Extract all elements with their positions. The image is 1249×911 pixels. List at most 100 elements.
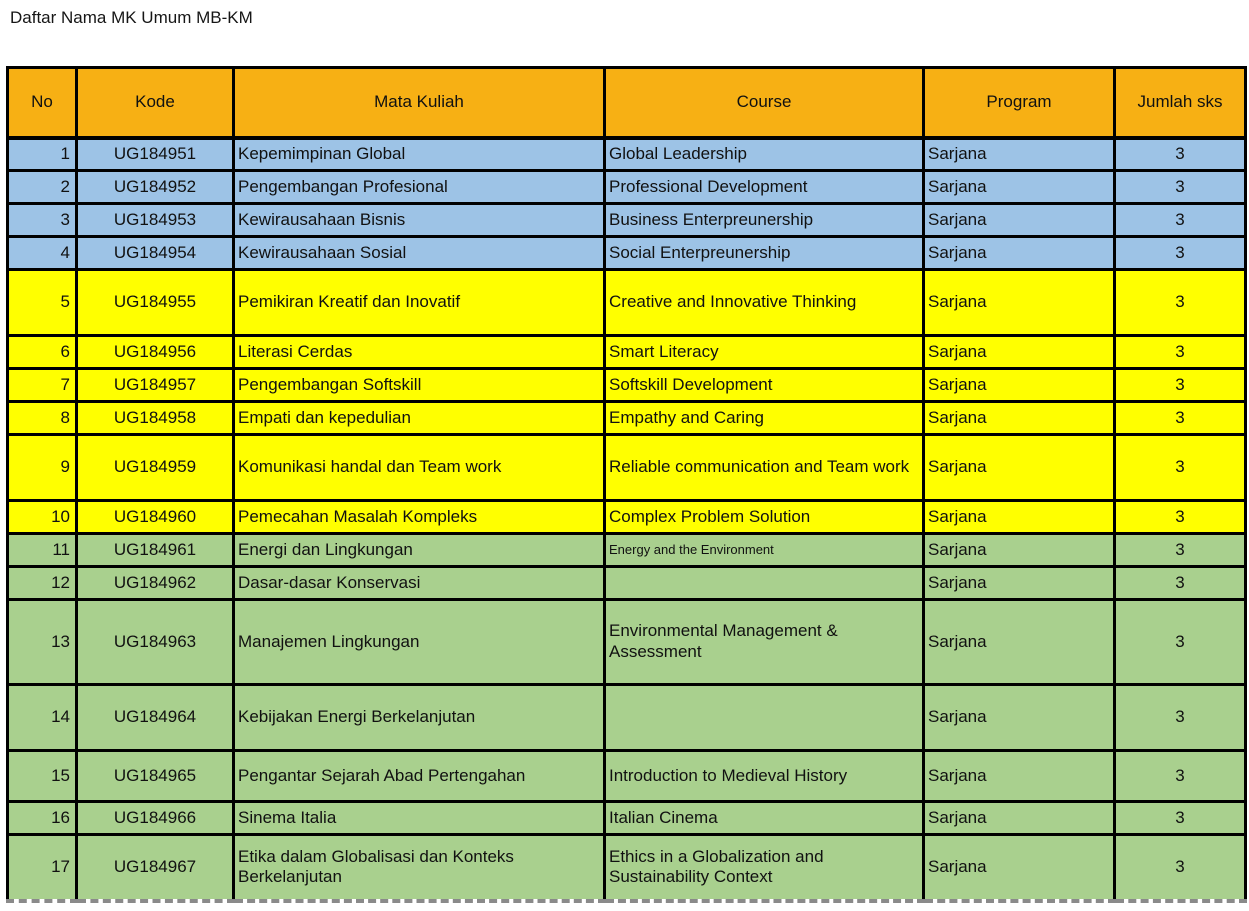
cell-sks: 3 bbox=[1113, 136, 1247, 172]
table-row: 15 UG184965 Pengantar Sejarah Abad Perteng… bbox=[6, 749, 1247, 803]
cell-sks: 3 bbox=[1113, 235, 1247, 271]
table-row: 5 UG184955 Pemikiran Kreatif dan Inovatif C… bbox=[6, 268, 1247, 337]
cell-no: 12 bbox=[6, 565, 78, 601]
cell-no: 4 bbox=[6, 235, 78, 271]
table-row: 1 UG184951 Kepemimpinan Global Global Leade… bbox=[6, 136, 1247, 172]
table-row: 8 UG184958 Empati dan kepedulian Empathy an… bbox=[6, 400, 1247, 436]
table-body: 1 UG184951 Kepemimpinan Global Global Leade… bbox=[6, 136, 1247, 903]
cell-program: Sarjana bbox=[922, 235, 1116, 271]
cell-kode: UG184960 bbox=[75, 499, 235, 535]
cell-kode: UG184953 bbox=[75, 202, 235, 238]
cell-no: 7 bbox=[6, 367, 78, 403]
cell-kode: UG184954 bbox=[75, 235, 235, 271]
cell-program: Sarjana bbox=[922, 683, 1116, 752]
cell-sks: 3 bbox=[1113, 202, 1247, 238]
cell-sks: 3 bbox=[1113, 367, 1247, 403]
table-row: 17 UG184967 Etika dalam Globalisasi dan Ko… bbox=[6, 833, 1247, 903]
cell-sks: 3 bbox=[1113, 268, 1247, 337]
cell-course: Smart Literacy bbox=[603, 334, 925, 370]
column-header-jumlah-sks: Jumlah sks bbox=[1113, 66, 1247, 140]
cell-kode: UG184963 bbox=[75, 598, 235, 686]
cell-course bbox=[603, 565, 925, 601]
cell-program: Sarjana bbox=[922, 598, 1116, 686]
cell-sks: 3 bbox=[1113, 565, 1247, 601]
cell-kode: UG184959 bbox=[75, 433, 235, 502]
table-row: 12 UG184962 Dasar-dasar Konservasi Sarjana 3 bbox=[6, 565, 1247, 601]
cell-sks: 3 bbox=[1113, 683, 1247, 752]
table-row: 14 UG184964 Kebijakan Energi Berkelanjutan… bbox=[6, 683, 1247, 752]
cell-course: Empathy and Caring bbox=[603, 400, 925, 436]
cell-no: 14 bbox=[6, 683, 78, 752]
cell-sks: 3 bbox=[1113, 499, 1247, 535]
cell-course: Professional Development bbox=[603, 169, 925, 205]
cell-no: 16 bbox=[6, 800, 78, 836]
cell-no: 3 bbox=[6, 202, 78, 238]
cell-mata-kuliah: Empati dan kepedulian bbox=[232, 400, 606, 436]
cell-mata-kuliah: Etika dalam Globalisasi dan Konteks Berk… bbox=[232, 833, 606, 903]
cell-kode: UG184951 bbox=[75, 136, 235, 172]
cell-program: Sarjana bbox=[922, 169, 1116, 205]
cell-course: Business Enterpreunership bbox=[603, 202, 925, 238]
column-header-no: No bbox=[6, 66, 78, 140]
cell-no: 11 bbox=[6, 532, 78, 568]
cell-sks: 3 bbox=[1113, 334, 1247, 370]
cell-program: Sarjana bbox=[922, 565, 1116, 601]
cell-kode: UG184965 bbox=[75, 749, 235, 803]
table-row: 7 UG184957 Pengembangan Softskill Softskill… bbox=[6, 367, 1247, 403]
cell-course: Softskill Development bbox=[603, 367, 925, 403]
cell-sks: 3 bbox=[1113, 532, 1247, 568]
cell-mata-kuliah: Dasar-dasar Konservasi bbox=[232, 565, 606, 601]
table-header: No Kode Mata Kuliah Course Program Jumla… bbox=[6, 66, 1247, 140]
cell-mata-kuliah: Manajemen Lingkungan bbox=[232, 598, 606, 686]
cell-sks: 3 bbox=[1113, 169, 1247, 205]
cell-mata-kuliah: Kebijakan Energi Berkelanjutan bbox=[232, 683, 606, 752]
cell-mata-kuliah: Pemecahan Masalah Kompleks bbox=[232, 499, 606, 535]
cell-program: Sarjana bbox=[922, 499, 1116, 535]
cell-program: Sarjana bbox=[922, 136, 1116, 172]
cell-course: Introduction to Medieval History bbox=[603, 749, 925, 803]
cell-no: 17 bbox=[6, 833, 78, 903]
cell-kode: UG184958 bbox=[75, 400, 235, 436]
cell-kode: UG184961 bbox=[75, 532, 235, 568]
cell-kode: UG184962 bbox=[75, 565, 235, 601]
cell-program: Sarjana bbox=[922, 400, 1116, 436]
header-row: No Kode Mata Kuliah Course Program Jumla… bbox=[6, 66, 1247, 140]
cell-program: Sarjana bbox=[922, 433, 1116, 502]
course-table: No Kode Mata Kuliah Course Program Jumla… bbox=[6, 66, 1247, 903]
cell-mata-kuliah: Pemikiran Kreatif dan Inovatif bbox=[232, 268, 606, 337]
cell-course bbox=[603, 683, 925, 752]
cell-sks: 3 bbox=[1113, 433, 1247, 502]
cell-course: Italian Cinema bbox=[603, 800, 925, 836]
cell-course: Complex Problem Solution bbox=[603, 499, 925, 535]
page-title: Daftar Nama MK Umum MB-KM bbox=[10, 8, 253, 27]
table-row: 13 UG184963 Manajemen Lingkungan Environmen… bbox=[6, 598, 1247, 686]
cell-mata-kuliah: Kepemimpinan Global bbox=[232, 136, 606, 172]
cell-no: 15 bbox=[6, 749, 78, 803]
cell-course: Creative and Innovative Thinking bbox=[603, 268, 925, 337]
column-header-kode: Kode bbox=[75, 66, 235, 140]
cell-mata-kuliah: Pengembangan Profesional bbox=[232, 169, 606, 205]
cell-no: 8 bbox=[6, 400, 78, 436]
table-row: 16 UG184966 Sinema Italia Italian Cinema Sar… bbox=[6, 800, 1247, 836]
cell-sks: 3 bbox=[1113, 598, 1247, 686]
cell-mata-kuliah: Sinema Italia bbox=[232, 800, 606, 836]
table-row: 11 UG184961 Energi dan Lingkungan Energy an… bbox=[6, 532, 1247, 568]
table-row: 6 UG184956 Literasi Cerdas Smart Literacy Sa… bbox=[6, 334, 1247, 370]
table-row: 2 UG184952 Pengembangan Profesional Profess… bbox=[6, 169, 1247, 205]
cell-mata-kuliah: Pengembangan Softskill bbox=[232, 367, 606, 403]
cell-no: 6 bbox=[6, 334, 78, 370]
cell-mata-kuliah: Literasi Cerdas bbox=[232, 334, 606, 370]
cell-sks: 3 bbox=[1113, 800, 1247, 836]
cell-kode: UG184956 bbox=[75, 334, 235, 370]
cell-no: 13 bbox=[6, 598, 78, 686]
cell-sks: 3 bbox=[1113, 833, 1247, 903]
cell-program: Sarjana bbox=[922, 749, 1116, 803]
cell-program: Sarjana bbox=[922, 532, 1116, 568]
cell-kode: UG184967 bbox=[75, 833, 235, 903]
cell-mata-kuliah: Kewirausahaan Sosial bbox=[232, 235, 606, 271]
cell-no: 10 bbox=[6, 499, 78, 535]
cell-program: Sarjana bbox=[922, 268, 1116, 337]
cell-kode: UG184964 bbox=[75, 683, 235, 752]
cell-program: Sarjana bbox=[922, 367, 1116, 403]
cell-mata-kuliah: Kewirausahaan Bisnis bbox=[232, 202, 606, 238]
